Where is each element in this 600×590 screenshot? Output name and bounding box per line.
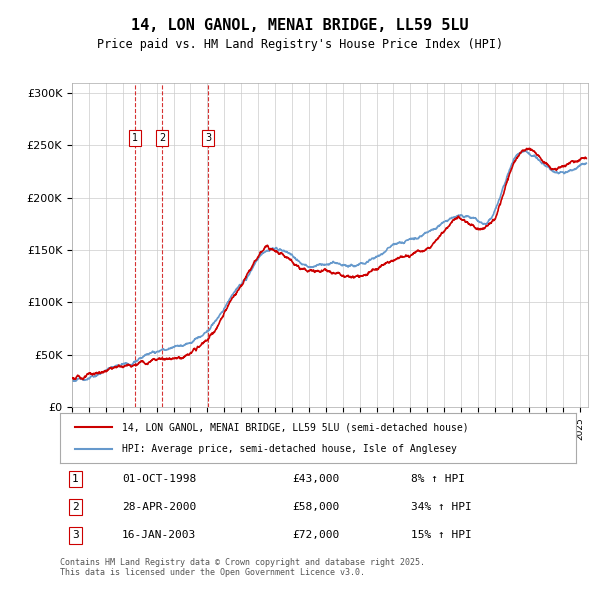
Text: 28-APR-2000: 28-APR-2000: [122, 502, 196, 512]
Text: £72,000: £72,000: [292, 530, 340, 540]
Text: 14, LON GANOL, MENAI BRIDGE, LL59 5LU: 14, LON GANOL, MENAI BRIDGE, LL59 5LU: [131, 18, 469, 32]
Text: Contains HM Land Registry data © Crown copyright and database right 2025.
This d: Contains HM Land Registry data © Crown c…: [60, 558, 425, 577]
Text: 01-OCT-1998: 01-OCT-1998: [122, 474, 196, 484]
Text: 16-JAN-2003: 16-JAN-2003: [122, 530, 196, 540]
Text: 2: 2: [159, 133, 165, 143]
Text: £43,000: £43,000: [292, 474, 340, 484]
Text: £58,000: £58,000: [292, 502, 340, 512]
Text: 14, LON GANOL, MENAI BRIDGE, LL59 5LU (semi-detached house): 14, LON GANOL, MENAI BRIDGE, LL59 5LU (s…: [122, 422, 469, 432]
Text: 8% ↑ HPI: 8% ↑ HPI: [411, 474, 465, 484]
Text: 1: 1: [72, 474, 79, 484]
Text: 34% ↑ HPI: 34% ↑ HPI: [411, 502, 472, 512]
Text: HPI: Average price, semi-detached house, Isle of Anglesey: HPI: Average price, semi-detached house,…: [122, 444, 457, 454]
Text: 3: 3: [205, 133, 211, 143]
Text: 1: 1: [133, 133, 139, 143]
Text: 15% ↑ HPI: 15% ↑ HPI: [411, 530, 472, 540]
Text: 2: 2: [72, 502, 79, 512]
Text: Price paid vs. HM Land Registry's House Price Index (HPI): Price paid vs. HM Land Registry's House …: [97, 38, 503, 51]
Text: 3: 3: [72, 530, 79, 540]
